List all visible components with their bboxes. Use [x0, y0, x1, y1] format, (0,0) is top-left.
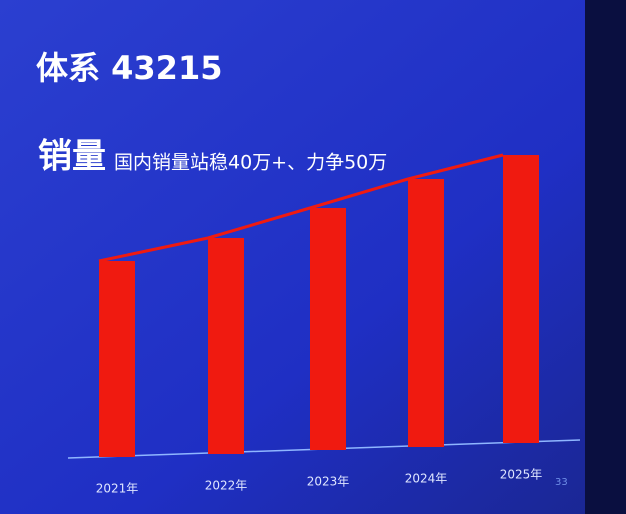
screen-edge — [585, 0, 626, 514]
x-tick-label: 2021年 — [96, 482, 139, 496]
subheading: 国内销量站稳40万+、力争50万 — [114, 152, 387, 174]
x-tick-label: 2025年 — [500, 468, 543, 482]
x-tick-label: 2023年 — [307, 475, 350, 489]
slide-title: 体系 43215 — [36, 49, 222, 87]
page-number: 33 — [555, 477, 568, 488]
bar — [503, 155, 539, 443]
bar — [99, 261, 135, 457]
x-tick-label: 2024年 — [405, 472, 448, 486]
x-tick-label: 2022年 — [205, 479, 248, 493]
trend-line — [98, 153, 504, 263]
bar — [310, 208, 346, 450]
heading: 销量 — [38, 137, 106, 177]
bar — [208, 238, 244, 454]
bar — [408, 179, 444, 447]
